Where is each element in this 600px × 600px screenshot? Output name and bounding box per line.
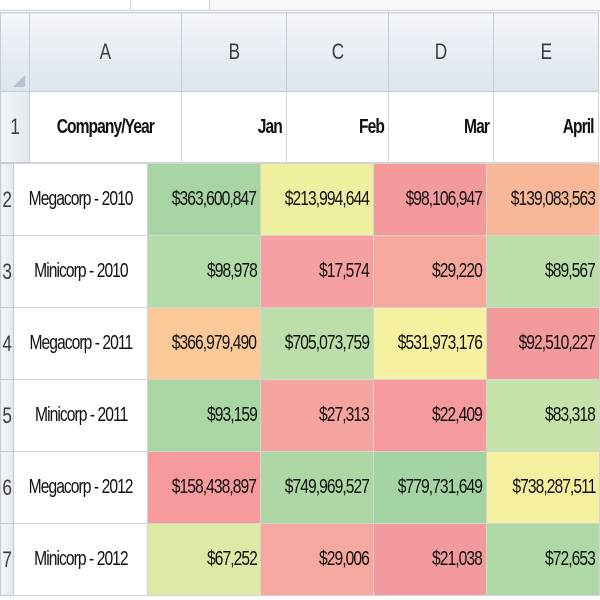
cell-d5[interactable]: $22,409: [373, 379, 488, 452]
table-row: 7 Minicorp - 2012 $67,252 $29,006 $21,038 $72…: [0, 523, 600, 596]
cell-b3[interactable]: $98,978: [147, 235, 262, 308]
column-header-e[interactable]: E: [493, 12, 599, 92]
cell-d3[interactable]: $29,220: [373, 235, 488, 308]
select-all-corner[interactable]: [0, 12, 30, 92]
cell-d1[interactable]: Mar: [388, 91, 494, 163]
cell-a6[interactable]: Megacorp - 2012: [13, 451, 149, 524]
cell-a1[interactable]: Company/Year: [29, 91, 182, 163]
cell-a2[interactable]: Megacorp - 2010: [13, 163, 149, 236]
table-row: 4 Megacorp - 2011 $366,979,490 $705,073,759…: [0, 307, 600, 380]
cell-d6[interactable]: $779,731,649: [373, 451, 488, 524]
column-header-d[interactable]: D: [388, 12, 494, 92]
row-header-4[interactable]: 4: [0, 307, 15, 380]
cell-a3[interactable]: Minicorp - 2010: [13, 235, 149, 308]
cell-c2[interactable]: $213,994,644: [260, 163, 375, 236]
column-header-b[interactable]: B: [181, 12, 287, 92]
row-header-2[interactable]: 2: [0, 163, 15, 236]
cell-a4[interactable]: Megacorp - 2011: [13, 307, 149, 380]
select-all-triangle-icon: [13, 75, 25, 87]
cell-b1[interactable]: Jan: [181, 91, 287, 163]
cell-b7[interactable]: $67,252: [147, 523, 262, 596]
row-header-6[interactable]: 6: [0, 451, 15, 524]
column-header-a[interactable]: A: [29, 12, 182, 92]
cell-c6[interactable]: $749,969,527: [260, 451, 375, 524]
cell-b5[interactable]: $93,159: [147, 379, 262, 452]
cell-b4[interactable]: $366,979,490: [147, 307, 262, 380]
cell-e5[interactable]: $83,318: [486, 379, 600, 452]
row-header-3[interactable]: 3: [0, 235, 15, 308]
column-header-c[interactable]: C: [286, 12, 389, 92]
row-header-1[interactable]: 1: [0, 91, 30, 163]
cell-e3[interactable]: $89,567: [486, 235, 600, 308]
cell-d2[interactable]: $98,106,947: [373, 163, 488, 236]
cell-d7[interactable]: $21,038: [373, 523, 488, 596]
row-header-5[interactable]: 5: [0, 379, 15, 452]
table-row: 5 Minicorp - 2011 $93,159 $27,313 $22,409 $83…: [0, 379, 600, 452]
cell-e6[interactable]: $738,287,511: [486, 451, 600, 524]
cell-e7[interactable]: $72,653: [486, 523, 600, 596]
table-row: 2 Megacorp - 2010 $363,600,847 $213,994,644…: [0, 163, 600, 236]
data-rows: 2 Megacorp - 2010 $363,600,847 $213,994,644…: [0, 163, 600, 596]
cell-e4[interactable]: $92,510,227: [486, 307, 600, 380]
cell-d4[interactable]: $531,973,176: [373, 307, 488, 380]
cell-b6[interactable]: $158,438,897: [147, 451, 262, 524]
cell-c7[interactable]: $29,006: [260, 523, 375, 596]
name-box[interactable]: [0, 0, 131, 9]
cell-c4[interactable]: $705,073,759: [260, 307, 375, 380]
cell-c3[interactable]: $17,574: [260, 235, 375, 308]
cell-a5[interactable]: Minicorp - 2011: [13, 379, 149, 452]
cell-a7[interactable]: Minicorp - 2012: [13, 523, 149, 596]
cell-c5[interactable]: $27,313: [260, 379, 375, 452]
table-row: 3 Minicorp - 2010 $98,978 $17,574 $29,220 $89…: [0, 235, 600, 308]
spreadsheet: A B C D E 1 Company/Year Jan Feb Mar Apr…: [0, 12, 600, 596]
cell-e2[interactable]: $139,083,563: [486, 163, 600, 236]
toolbar-strip: [0, 0, 600, 11]
sheet-grid: A B C D E 1 Company/Year Jan Feb Mar Apr…: [0, 12, 599, 163]
row-header-7[interactable]: 7: [0, 523, 15, 596]
cell-b2[interactable]: $363,600,847: [147, 163, 262, 236]
table-row: 6 Megacorp - 2012 $158,438,897 $749,969,527…: [0, 451, 600, 524]
cell-e1[interactable]: April: [493, 91, 599, 163]
cell-c1[interactable]: Feb: [286, 91, 389, 163]
formula-bar-box[interactable]: [131, 0, 210, 9]
